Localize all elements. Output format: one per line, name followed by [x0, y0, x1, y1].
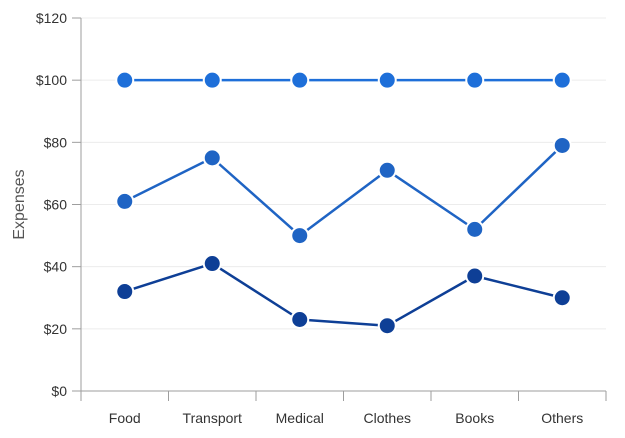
data-point[interactable]	[377, 160, 397, 180]
y-tick-label: $80	[44, 134, 68, 150]
x-tick-label: Others	[541, 410, 583, 426]
x-tick-label: Books	[455, 410, 494, 426]
y-tick-label: $20	[44, 321, 68, 337]
y-tick-label: $120	[36, 10, 67, 26]
y-tick-label: $0	[51, 383, 67, 399]
data-point[interactable]	[202, 70, 222, 90]
series-2	[115, 135, 572, 246]
series-line	[124, 144, 564, 237]
y-tick-label: $100	[36, 72, 67, 88]
data-point[interactable]	[202, 148, 222, 168]
data-point[interactable]	[552, 70, 572, 90]
data-point[interactable]	[465, 70, 485, 90]
data-point[interactable]	[552, 135, 572, 155]
data-point[interactable]	[115, 282, 135, 302]
series-3	[115, 254, 572, 336]
y-tick-label: $40	[44, 259, 68, 275]
x-tick-label: Transport	[183, 410, 243, 426]
data-point[interactable]	[115, 191, 135, 211]
series-1	[115, 70, 572, 90]
data-point[interactable]	[377, 70, 397, 90]
data-point[interactable]	[290, 310, 310, 330]
data-point[interactable]	[290, 226, 310, 246]
x-tick-label: Medical	[276, 410, 324, 426]
data-point[interactable]	[377, 316, 397, 336]
data-point[interactable]	[465, 219, 485, 239]
data-point[interactable]	[552, 288, 572, 308]
series-group	[115, 70, 572, 336]
data-point[interactable]	[290, 70, 310, 90]
y-tick-label: $60	[44, 197, 68, 213]
gridlines	[81, 17, 606, 330]
data-point[interactable]	[202, 254, 222, 274]
x-tick-label: Clothes	[364, 410, 411, 426]
series-line	[124, 262, 563, 327]
data-point[interactable]	[465, 266, 485, 286]
data-point[interactable]	[115, 70, 135, 90]
y-axis-title: Expenses	[11, 169, 28, 239]
x-tick-label: Food	[109, 410, 141, 426]
axes: $0 $20 $40 $60 $80 $100 $120 Food Transport Medic…	[36, 10, 607, 426]
